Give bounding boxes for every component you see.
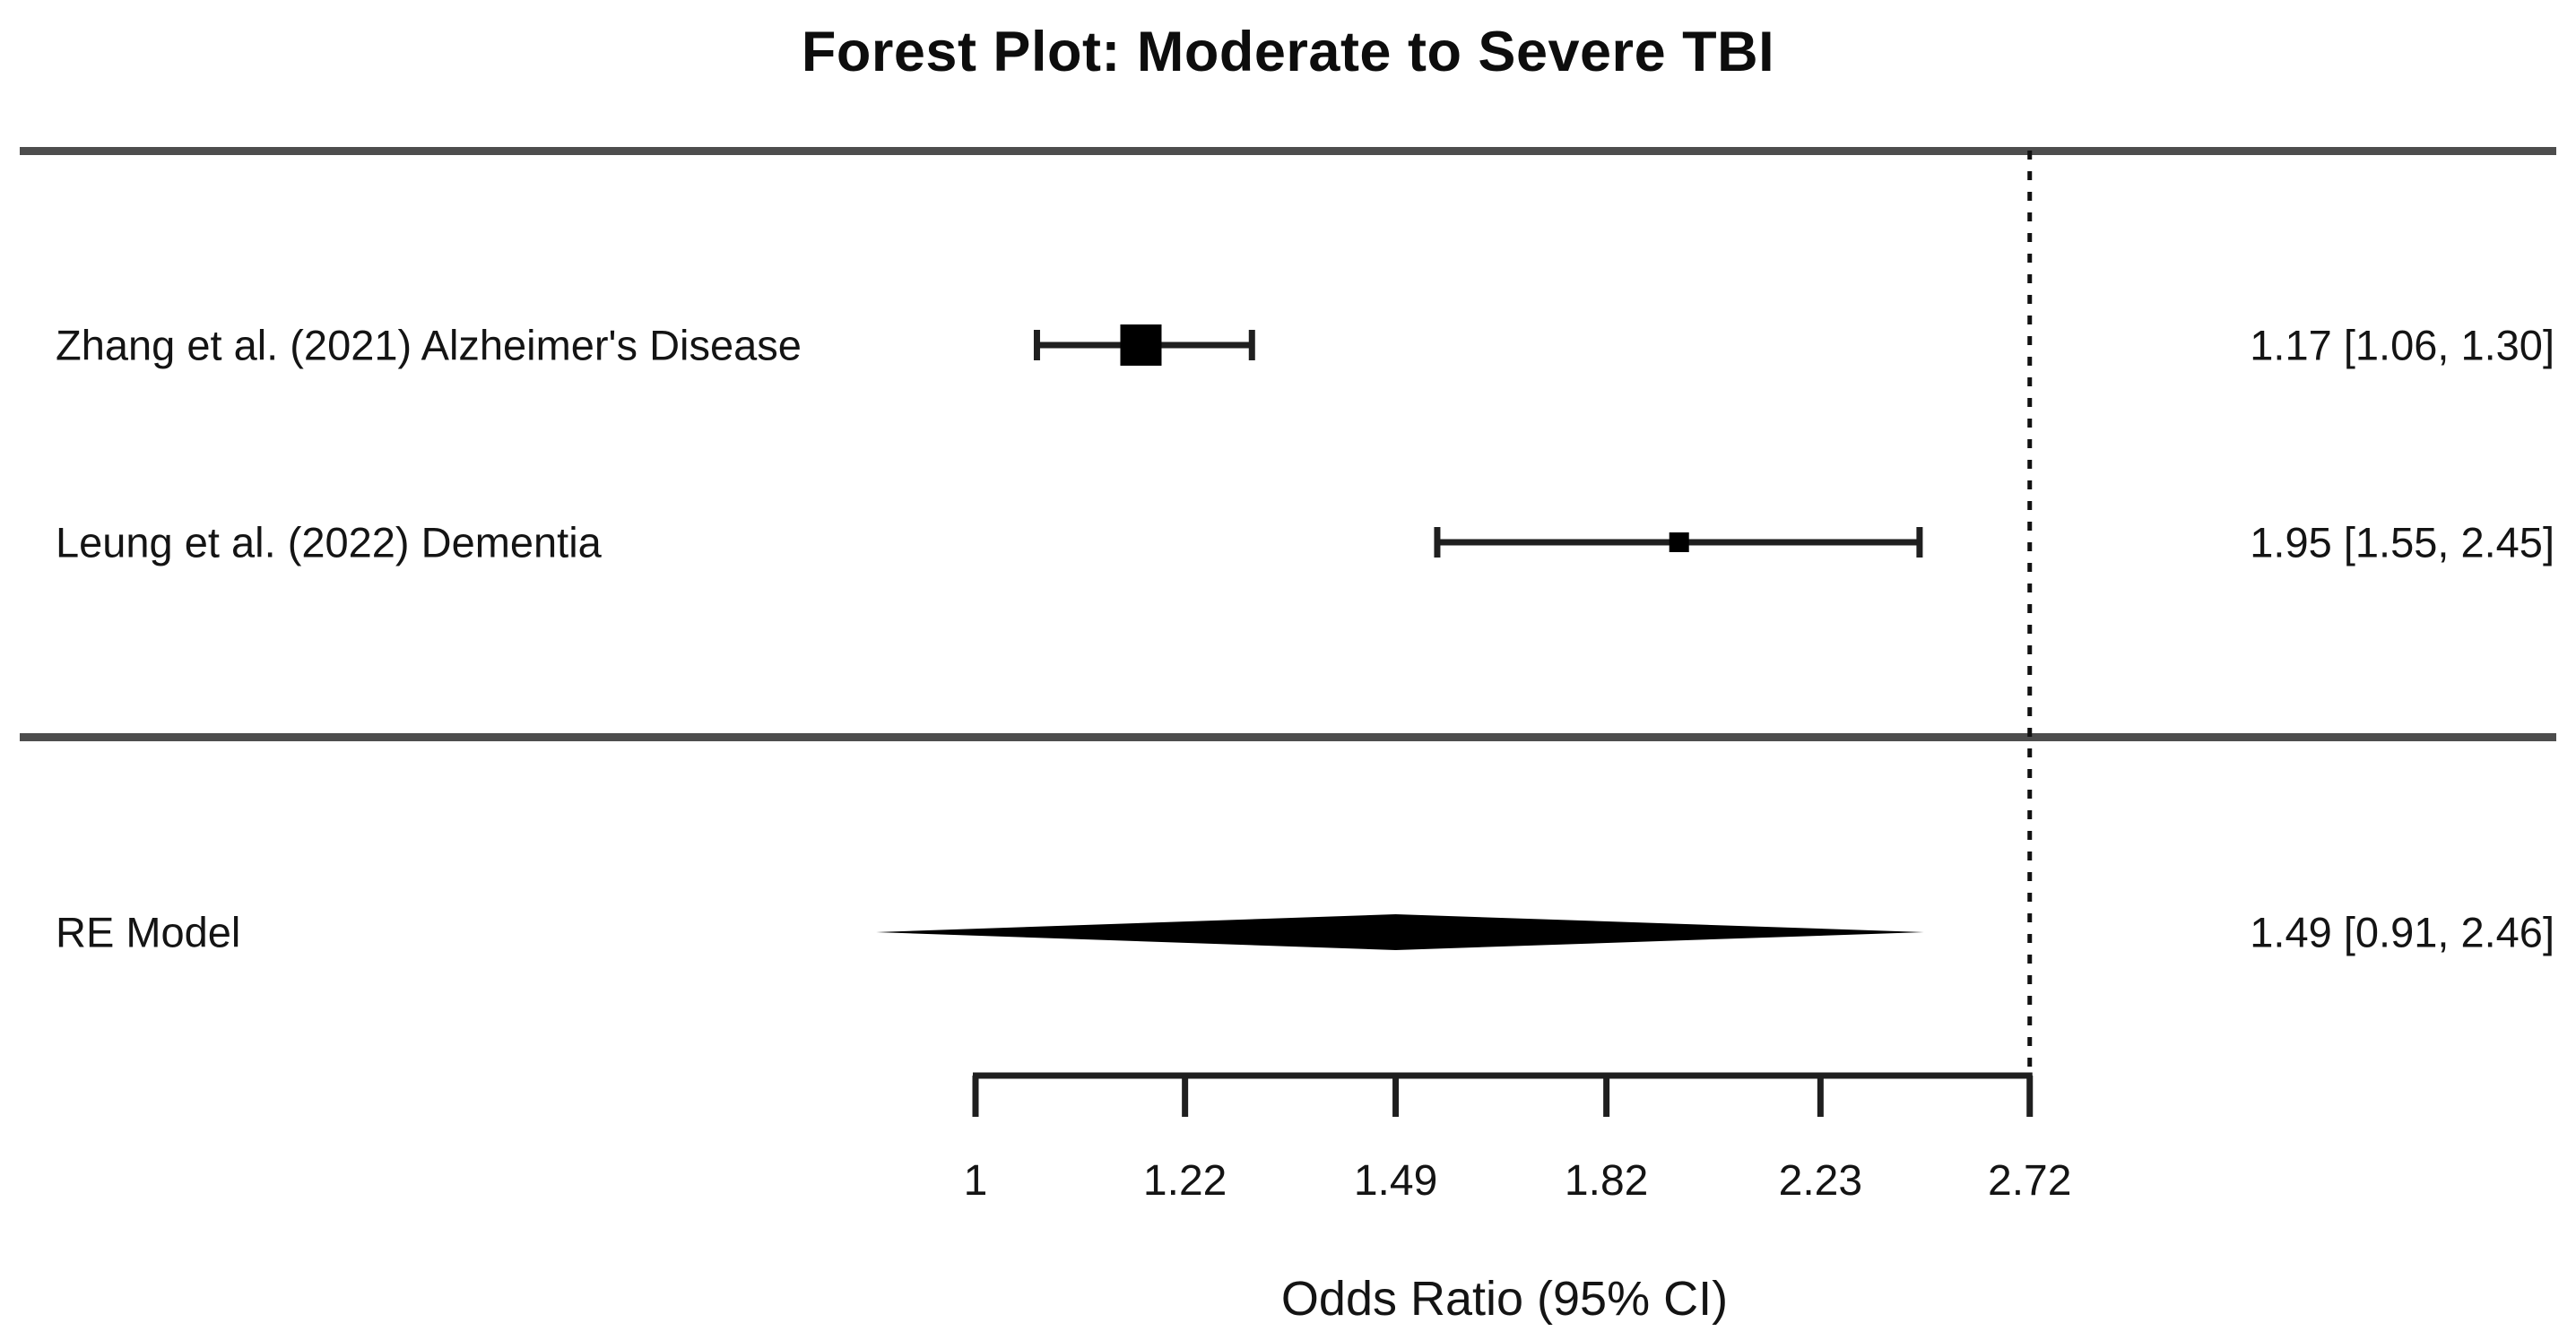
summary-estimate-text: 1.49 [0.91, 2.46] xyxy=(2250,908,2554,956)
study-label: Zhang et al. (2021) Alzheimer's Disease xyxy=(56,321,802,369)
estimate-text: 1.95 [1.55, 2.45] xyxy=(2250,518,2554,566)
middle-rule xyxy=(20,733,2556,741)
summary-label: RE Model xyxy=(56,908,241,956)
x-tick-label: 1 xyxy=(963,1157,988,1205)
chart-title: Forest Plot: Moderate to Severe TBI xyxy=(801,21,1775,83)
x-axis-title: Odds Ratio (95% CI) xyxy=(1280,1272,1729,1326)
x-tick-label: 1.22 xyxy=(1142,1157,1227,1205)
summary-diamond xyxy=(876,914,1924,950)
study-label: Leung et al. (2022) Dementia xyxy=(56,518,602,566)
point-estimate-square xyxy=(1669,532,1689,552)
x-tick-label: 1.49 xyxy=(1353,1157,1438,1205)
x-tick-label: 2.72 xyxy=(1988,1157,2072,1205)
estimate-text: 1.17 [1.06, 1.30] xyxy=(2250,321,2554,369)
x-tick-label: 2.23 xyxy=(1778,1157,1863,1205)
x-tick-label: 1.82 xyxy=(1564,1157,1649,1205)
point-estimate-square xyxy=(1120,324,1162,366)
top-rule xyxy=(20,147,2556,155)
